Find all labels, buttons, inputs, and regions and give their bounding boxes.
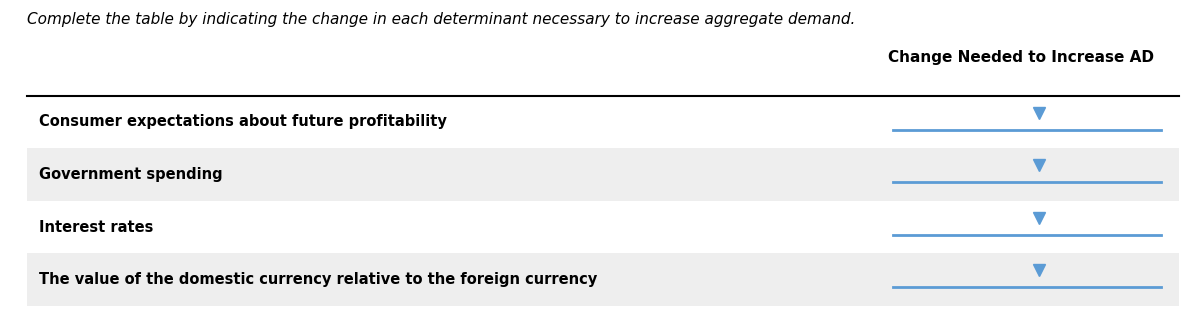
Text: Consumer expectations about future profitability: Consumer expectations about future profi…	[38, 114, 446, 129]
FancyBboxPatch shape	[26, 201, 1180, 254]
Text: Government spending: Government spending	[38, 167, 222, 182]
FancyBboxPatch shape	[26, 254, 1180, 306]
Text: Change Needed to Increase AD: Change Needed to Increase AD	[888, 50, 1154, 65]
FancyBboxPatch shape	[26, 96, 1180, 148]
Text: Interest rates: Interest rates	[38, 220, 152, 235]
Text: Complete the table by indicating the change in each determinant necessary to inc: Complete the table by indicating the cha…	[26, 12, 856, 27]
Text: The value of the domestic currency relative to the foreign currency: The value of the domestic currency relat…	[38, 272, 596, 287]
FancyBboxPatch shape	[26, 148, 1180, 201]
